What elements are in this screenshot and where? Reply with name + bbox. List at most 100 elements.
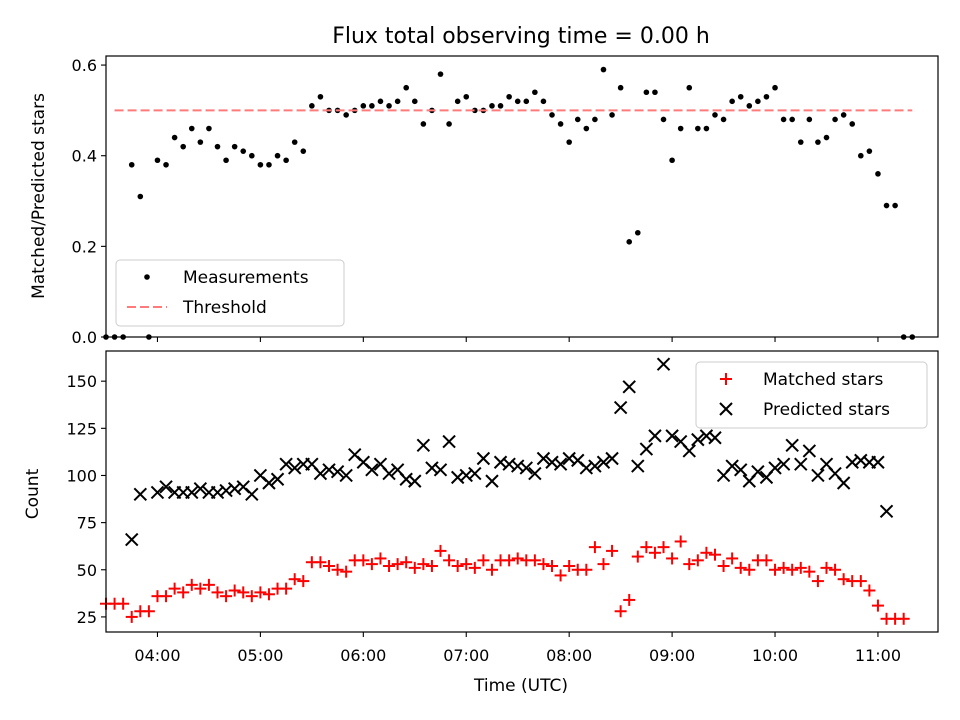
measurement-point (815, 139, 821, 145)
matched-stars-point (357, 554, 370, 567)
measurement-point (755, 98, 761, 105)
bottom-y-tick-label: 75 (77, 514, 97, 533)
measurement-point (609, 112, 615, 118)
predicted-stars-point (330, 464, 345, 479)
matched-stars-point (177, 586, 190, 599)
predicted-stars-point (605, 451, 619, 466)
measurement-point (137, 193, 144, 200)
measurement-point (257, 161, 264, 168)
x-tick-label: 04:00 (134, 646, 180, 665)
matched-stars-point (863, 584, 876, 597)
matched-stars-point (503, 554, 516, 567)
bottom-y-tick-label: 100 (66, 466, 97, 485)
measurement-point (437, 71, 444, 77)
matched-stars-point (331, 563, 344, 576)
matched-stars-point (820, 561, 833, 574)
measurement-point (574, 116, 581, 123)
measurement-point (180, 143, 186, 150)
legend-measurements-marker (144, 274, 150, 280)
measurement-point (489, 103, 495, 109)
measurement-point (849, 121, 856, 127)
bottom-x-ticks: 04:00 05:00 06:00 07:00 08:00 09:00 10:00 11:00 (134, 632, 901, 665)
matched-stars-point (220, 590, 233, 603)
measurement-point (300, 148, 307, 154)
matched-stars-point (245, 590, 258, 603)
predicted-stars-point (133, 487, 148, 502)
matched-stars-point (451, 559, 464, 572)
measurement-point (866, 148, 873, 154)
measurement-point (274, 152, 281, 159)
predicted-stars-point (596, 455, 611, 469)
x-tick-label: 11:00 (855, 646, 901, 665)
measurement-point (737, 93, 744, 100)
matched-stars-point (546, 559, 559, 572)
matched-stars-point (383, 559, 396, 572)
matched-stars-point (726, 552, 739, 565)
top-legend-box (115, 259, 345, 327)
legend-predicted-label: Predicted stars (763, 400, 890, 420)
matched-stars-point (468, 561, 481, 574)
measurement-point (377, 98, 384, 105)
measurement-point (497, 103, 504, 109)
legend-matched-label: Matched stars (763, 370, 883, 390)
predicted-stars-point (708, 431, 722, 445)
predicted-stars-point (245, 487, 259, 502)
matched-stars-point (400, 556, 413, 569)
predicted-stars-point (159, 480, 173, 494)
matched-stars-point (794, 561, 807, 574)
matched-stars-point (425, 559, 438, 572)
bottom-axes-frame (105, 350, 939, 633)
matched-stars-point (837, 573, 850, 586)
bottom-y-tick-label: 50 (77, 561, 97, 580)
matched-stars-point (528, 554, 541, 567)
measurement-point (514, 98, 521, 105)
top-legend: Measurements Threshold (115, 259, 345, 327)
measurement-point (583, 125, 590, 132)
predicted-stars-point (648, 429, 662, 443)
measurement-point (309, 103, 315, 109)
measurement-point (763, 93, 770, 100)
predicted-stars-point (794, 457, 808, 471)
top-y-ticks: 0.0 0.2 0.4 0.6 (72, 56, 106, 347)
measurement-point (652, 89, 658, 96)
predicted-stars-point (553, 457, 568, 471)
measurement-point (875, 171, 881, 177)
measurement-point (197, 139, 204, 145)
predicted-stars-point (408, 474, 422, 488)
legend-matched-marker (720, 373, 732, 385)
measurement-point (266, 161, 272, 168)
predicted-stars-point (313, 466, 328, 481)
measurement-point (746, 103, 753, 109)
matched-stars-point (631, 550, 644, 563)
matched-stars-point (125, 610, 138, 623)
measurement-point (806, 116, 813, 123)
measurement-point (540, 98, 547, 105)
matched-stars-point (563, 559, 576, 572)
bottom-y-ticks: 25 50 75 100 125 150 (66, 372, 106, 627)
matched-stars-point (554, 569, 567, 582)
predicted-stars-point (776, 457, 791, 471)
legend-predicted-marker (719, 402, 733, 416)
matched-stars-point (708, 548, 721, 561)
measurement-point (677, 125, 684, 132)
bottom-axes: 25 50 75 100 125 150 04:00 05:00 06:00 07:00 08:0… (23, 350, 939, 696)
measurement-point (634, 229, 641, 236)
measurement-point (892, 202, 898, 209)
measurement-point (386, 103, 392, 109)
matched-stars-point (323, 559, 336, 572)
measurement-point (171, 134, 178, 141)
predicted-stars-point (768, 461, 782, 475)
matched-stars-point (786, 563, 799, 576)
bottom-y-axis-label: Count (23, 468, 43, 519)
matched-stars-point (537, 558, 550, 571)
measurement-point (463, 93, 470, 100)
predicted-stars-point (442, 434, 456, 449)
matched-stars-point (254, 586, 267, 599)
measurement-point (206, 125, 212, 132)
measurement-point (411, 98, 418, 105)
measurement-point (712, 112, 718, 118)
predicted-stars-point (185, 485, 199, 500)
top-y-tick-label: 0.0 (72, 328, 97, 347)
matched-stars-point (803, 565, 816, 578)
